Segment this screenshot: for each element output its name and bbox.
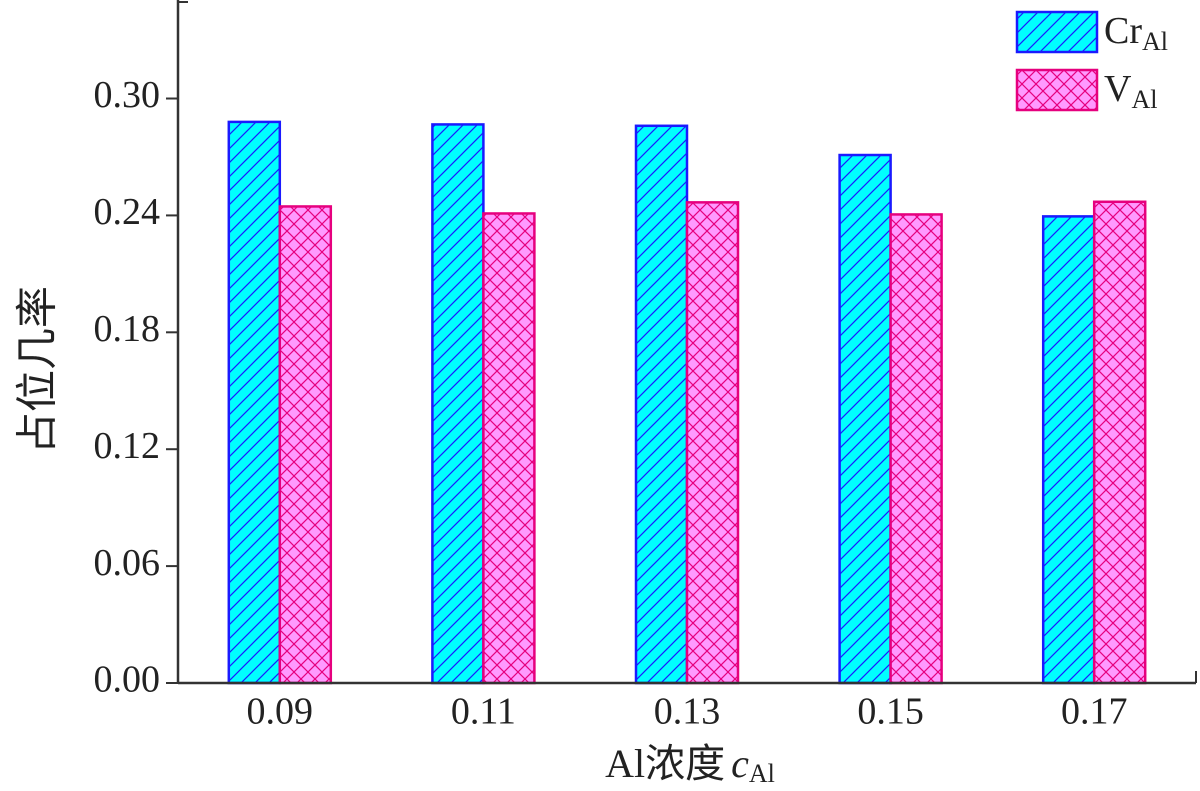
legend-subscript: Al [1131, 85, 1157, 114]
x-axis-label: Al浓度 cAl [605, 741, 775, 788]
x-axis-label-var: c [731, 741, 749, 786]
y-tick-label: 0.06 [94, 542, 161, 584]
legend-name: V [1104, 68, 1132, 110]
bar [838, 153, 892, 685]
legend-name: Cr [1104, 10, 1142, 52]
x-tick-label: 0.09 [247, 691, 314, 733]
x-tick-label: 0.17 [1061, 691, 1128, 733]
bar [634, 124, 689, 685]
bar [1041, 215, 1096, 685]
bar [685, 201, 740, 685]
bar [431, 123, 485, 685]
bar [278, 205, 333, 685]
y-tick-label: 0.00 [94, 659, 161, 701]
x-axis-label-sub: Al [749, 759, 775, 788]
legend-label: CrAl [1104, 10, 1168, 56]
bar [227, 120, 282, 685]
x-tick-label: 0.15 [857, 691, 924, 733]
bar [1092, 200, 1147, 685]
bar [482, 212, 536, 685]
y-tick-label: 0.18 [94, 308, 161, 350]
y-axis-label: 占位几率 [15, 286, 62, 454]
legend-swatch [1015, 10, 1099, 54]
y-tick-label: 0.24 [94, 191, 161, 233]
y-tick-label: 0.12 [94, 425, 161, 467]
y-tick-label: 0.30 [94, 74, 161, 116]
bar [889, 213, 943, 685]
x-axis-label-text: Al浓度 [605, 741, 725, 786]
legend-label: VAl [1104, 68, 1157, 114]
x-tick-label: 0.13 [654, 691, 721, 733]
x-tick-label: 0.11 [451, 691, 516, 733]
legend-swatch [1015, 68, 1099, 112]
legend-subscript: Al [1142, 27, 1168, 56]
